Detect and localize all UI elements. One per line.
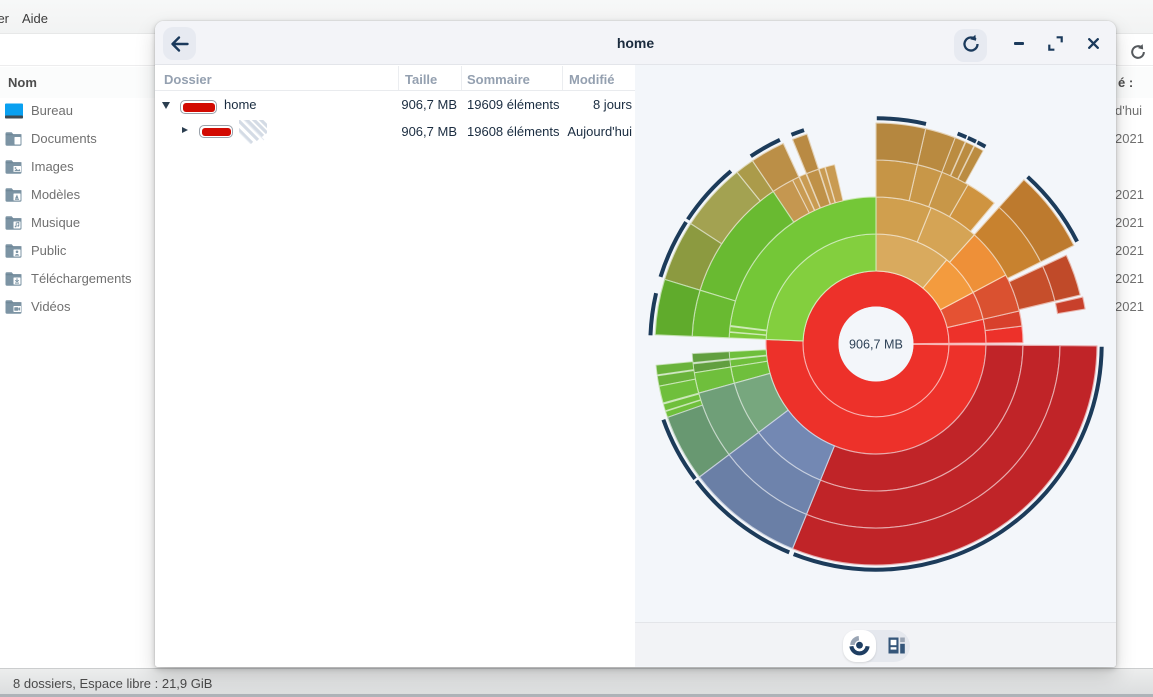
- svg-text:906,7 MB: 906,7 MB: [849, 338, 903, 352]
